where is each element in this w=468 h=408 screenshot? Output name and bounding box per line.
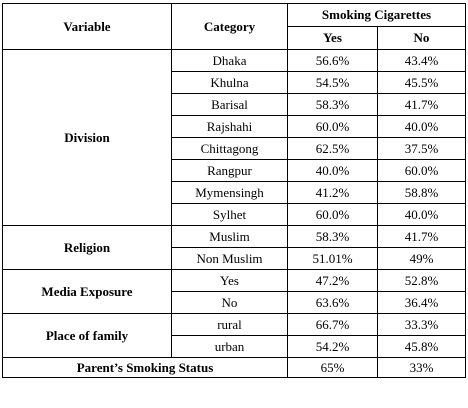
variable-cell: Place of family <box>2 313 172 358</box>
yes-cell: 60.0% <box>287 203 378 226</box>
no-cell: 37.5% <box>377 137 466 160</box>
yes-cell: 63.6% <box>287 291 378 314</box>
smoking-table: Variable Category Smoking Cigarettes Yes… <box>2 3 466 378</box>
header-yes: Yes <box>287 26 378 50</box>
table-row: Barisal 58.3% 41.7% <box>3 93 466 116</box>
table-body: Division Dhaka 56.6% 43.4% Khulna 54.5% 45.5% B… <box>2 49 466 378</box>
category-cell: Khulna <box>171 71 288 94</box>
no-cell: 43.4% <box>377 49 466 72</box>
category-cell: Non Muslim <box>171 247 288 270</box>
category-cell: Sylhet <box>171 203 288 226</box>
category-cell: rural <box>171 313 288 336</box>
variable-cell: Division <box>2 49 172 226</box>
category-cell: No <box>171 291 288 314</box>
table-row: Media Exposure Yes 47.2% 52.8% <box>2 269 466 314</box>
category-cell: Mymensingh <box>171 181 288 204</box>
category-cell: Barisal <box>171 93 288 116</box>
no-cell: 52.8% <box>377 269 466 292</box>
no-cell: 49% <box>377 247 466 270</box>
no-cell: 41.7% <box>377 225 466 248</box>
table-row: Place of family rural 66.7% 33.3% <box>2 313 466 358</box>
yes-cell: 60.0% <box>287 115 378 138</box>
no-cell: 41.7% <box>377 93 466 116</box>
table-row: Rangpur 40.0% 60.0% <box>3 159 466 182</box>
category-cell: Muslim <box>171 225 288 248</box>
category-cell: Yes <box>171 269 288 292</box>
table-row: Non Muslim 51.01% 49% <box>3 247 466 270</box>
header-no: No <box>377 26 466 50</box>
yes-cell: 56.6% <box>287 49 378 72</box>
yes-cell: 62.5% <box>287 137 378 160</box>
table-row: Chittagong 62.5% 37.5% <box>3 137 466 160</box>
yes-cell: 54.2% <box>287 335 378 358</box>
header-variable: Variable <box>2 3 172 50</box>
no-cell: 33% <box>377 357 466 378</box>
no-cell: 45.8% <box>377 335 466 358</box>
table-row: Religion Muslim 58.3% 41.7% <box>2 225 466 270</box>
no-cell: 60.0% <box>377 159 466 182</box>
table-row: Mymensingh 41.2% 58.8% <box>3 181 466 204</box>
table-row: Sylhet 60.0% 40.0% <box>3 203 466 226</box>
table-row: Parent’s Smoking Status 65% 33% <box>2 357 466 378</box>
no-cell: 58.8% <box>377 181 466 204</box>
category-cell: Chittagong <box>171 137 288 160</box>
category-cell: Dhaka <box>171 49 288 72</box>
category-cell: urban <box>171 335 288 358</box>
no-cell: 40.0% <box>377 115 466 138</box>
no-cell: 33.3% <box>377 313 466 336</box>
header-category: Category <box>171 3 288 50</box>
yes-cell: 47.2% <box>287 269 378 292</box>
yes-cell: 58.3% <box>287 225 378 248</box>
yes-cell: 51.01% <box>287 247 378 270</box>
no-cell: 40.0% <box>377 203 466 226</box>
yes-cell: 54.5% <box>287 71 378 94</box>
yes-cell: 66.7% <box>287 313 378 336</box>
variable-cell: Religion <box>2 225 172 270</box>
variable-cell: Media Exposure <box>2 269 172 314</box>
yes-cell: 65% <box>287 357 378 378</box>
variable-cell: Parent’s Smoking Status <box>2 357 288 378</box>
table-row: Division Dhaka 56.6% 43.4% <box>2 49 466 226</box>
header-smoking: Smoking Cigarettes <box>287 3 466 27</box>
yes-cell: 41.2% <box>287 181 378 204</box>
yes-cell: 40.0% <box>287 159 378 182</box>
data-table-container: Variable Category Smoking Cigarettes Yes… <box>2 3 466 378</box>
yes-cell: 58.3% <box>287 93 378 116</box>
no-cell: 36.4% <box>377 291 466 314</box>
category-cell: Rajshahi <box>171 115 288 138</box>
no-cell: 45.5% <box>377 71 466 94</box>
table-row: No 63.6% 36.4% <box>3 291 466 314</box>
category-cell: Rangpur <box>171 159 288 182</box>
